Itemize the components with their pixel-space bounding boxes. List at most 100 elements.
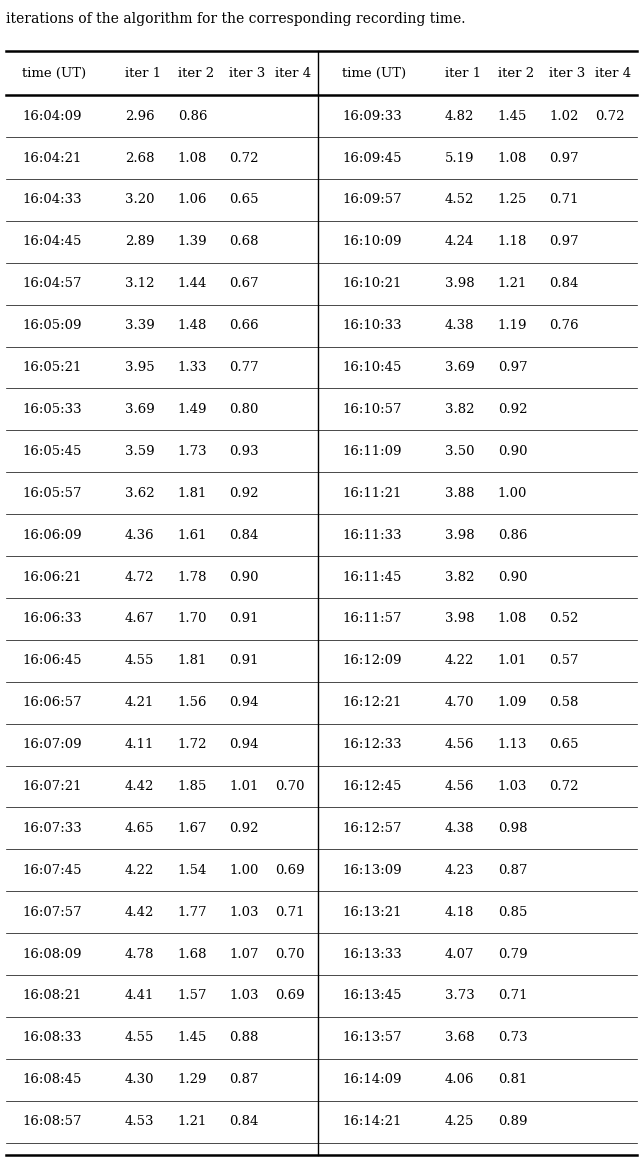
Text: iter 2: iter 2	[178, 66, 214, 80]
Text: 1.78: 1.78	[178, 570, 207, 584]
Text: 16:13:21: 16:13:21	[342, 906, 402, 918]
Text: 1.49: 1.49	[178, 403, 207, 416]
Text: 4.38: 4.38	[445, 319, 474, 332]
Text: 1.08: 1.08	[178, 152, 207, 165]
Text: 16:06:21: 16:06:21	[22, 570, 82, 584]
Text: 0.72: 0.72	[549, 780, 579, 793]
Text: 1.00: 1.00	[498, 486, 527, 499]
Text: iter 4: iter 4	[595, 66, 631, 80]
Text: 3.95: 3.95	[125, 361, 154, 374]
Text: iter 4: iter 4	[275, 66, 311, 80]
Text: 1.00: 1.00	[229, 864, 259, 877]
Text: 4.56: 4.56	[445, 738, 474, 751]
Text: 16:11:09: 16:11:09	[342, 445, 402, 457]
Text: 4.21: 4.21	[125, 697, 154, 709]
Text: 2.96: 2.96	[125, 109, 154, 123]
Text: 16:05:57: 16:05:57	[22, 486, 82, 499]
Text: 3.98: 3.98	[445, 277, 474, 290]
Text: 1.85: 1.85	[178, 780, 207, 793]
Text: 0.90: 0.90	[229, 570, 259, 584]
Text: 3.50: 3.50	[445, 445, 474, 457]
Text: 4.30: 4.30	[125, 1073, 154, 1087]
Text: 0.97: 0.97	[549, 152, 579, 165]
Text: 1.33: 1.33	[178, 361, 207, 374]
Text: 1.81: 1.81	[178, 486, 207, 499]
Text: 16:13:33: 16:13:33	[342, 947, 402, 960]
Text: 16:09:45: 16:09:45	[342, 152, 402, 165]
Text: 16:11:57: 16:11:57	[342, 612, 402, 626]
Text: 1.25: 1.25	[498, 194, 527, 207]
Text: 4.52: 4.52	[445, 194, 474, 207]
Text: 0.57: 0.57	[549, 655, 579, 668]
Text: 16:06:33: 16:06:33	[22, 612, 82, 626]
Text: 0.72: 0.72	[595, 109, 625, 123]
Text: 16:08:21: 16:08:21	[22, 989, 82, 1002]
Text: 1.03: 1.03	[498, 780, 527, 793]
Text: 16:12:21: 16:12:21	[342, 697, 402, 709]
Text: 3.98: 3.98	[445, 528, 474, 542]
Text: 4.70: 4.70	[445, 697, 474, 709]
Text: 3.12: 3.12	[125, 277, 154, 290]
Text: 16:07:57: 16:07:57	[22, 906, 82, 918]
Text: 16:09:57: 16:09:57	[342, 194, 402, 207]
Text: 0.89: 0.89	[498, 1116, 527, 1128]
Text: 0.52: 0.52	[549, 612, 579, 626]
Text: 16:04:21: 16:04:21	[22, 152, 82, 165]
Text: 16:07:21: 16:07:21	[22, 780, 82, 793]
Text: 16:10:33: 16:10:33	[342, 319, 402, 332]
Text: 4.24: 4.24	[445, 236, 474, 248]
Text: 1.18: 1.18	[498, 236, 527, 248]
Text: iterations of the algorithm for the corresponding recording time.: iterations of the algorithm for the corr…	[6, 12, 466, 26]
Text: iter 3: iter 3	[229, 66, 266, 80]
Text: 4.23: 4.23	[445, 864, 474, 877]
Text: 1.06: 1.06	[178, 194, 207, 207]
Text: 1.81: 1.81	[178, 655, 207, 668]
Text: 3.68: 3.68	[445, 1031, 474, 1045]
Text: 1.77: 1.77	[178, 906, 207, 918]
Text: 16:08:33: 16:08:33	[22, 1031, 82, 1045]
Text: 16:05:21: 16:05:21	[22, 361, 82, 374]
Text: 16:08:09: 16:08:09	[22, 947, 82, 960]
Text: 0.92: 0.92	[229, 822, 259, 835]
Text: 0.70: 0.70	[275, 780, 305, 793]
Text: 16:12:57: 16:12:57	[342, 822, 402, 835]
Text: 4.22: 4.22	[445, 655, 474, 668]
Text: 0.97: 0.97	[549, 236, 579, 248]
Text: 16:10:09: 16:10:09	[342, 236, 402, 248]
Text: 4.65: 4.65	[125, 822, 154, 835]
Text: 0.66: 0.66	[229, 319, 259, 332]
Text: time (UT): time (UT)	[22, 66, 86, 80]
Text: 3.98: 3.98	[445, 612, 474, 626]
Text: 0.81: 0.81	[498, 1073, 527, 1087]
Text: 16:05:45: 16:05:45	[22, 445, 82, 457]
Text: 0.90: 0.90	[498, 445, 527, 457]
Text: 0.67: 0.67	[229, 277, 259, 290]
Text: 0.77: 0.77	[229, 361, 259, 374]
Text: 16:14:21: 16:14:21	[342, 1116, 402, 1128]
Text: iter 2: iter 2	[498, 66, 534, 80]
Text: 1.03: 1.03	[229, 989, 259, 1002]
Text: 16:07:33: 16:07:33	[22, 822, 82, 835]
Text: 1.45: 1.45	[178, 1031, 207, 1045]
Text: 1.29: 1.29	[178, 1073, 207, 1087]
Text: 1.02: 1.02	[549, 109, 579, 123]
Text: 0.72: 0.72	[229, 152, 259, 165]
Text: 0.87: 0.87	[498, 864, 527, 877]
Text: 4.42: 4.42	[125, 780, 154, 793]
Text: 16:12:09: 16:12:09	[342, 655, 402, 668]
Text: 0.84: 0.84	[229, 1116, 259, 1128]
Text: 16:11:33: 16:11:33	[342, 528, 402, 542]
Text: 0.91: 0.91	[229, 655, 259, 668]
Text: 1.21: 1.21	[498, 277, 527, 290]
Text: 0.69: 0.69	[275, 989, 305, 1002]
Text: 0.76: 0.76	[549, 319, 579, 332]
Text: 1.56: 1.56	[178, 697, 207, 709]
Text: 0.70: 0.70	[275, 947, 305, 960]
Text: 16:04:45: 16:04:45	[22, 236, 82, 248]
Text: 4.41: 4.41	[125, 989, 154, 1002]
Text: 16:11:45: 16:11:45	[342, 570, 402, 584]
Text: 16:07:09: 16:07:09	[22, 738, 82, 751]
Text: 16:10:45: 16:10:45	[342, 361, 402, 374]
Text: 0.88: 0.88	[229, 1031, 259, 1045]
Text: 4.38: 4.38	[445, 822, 474, 835]
